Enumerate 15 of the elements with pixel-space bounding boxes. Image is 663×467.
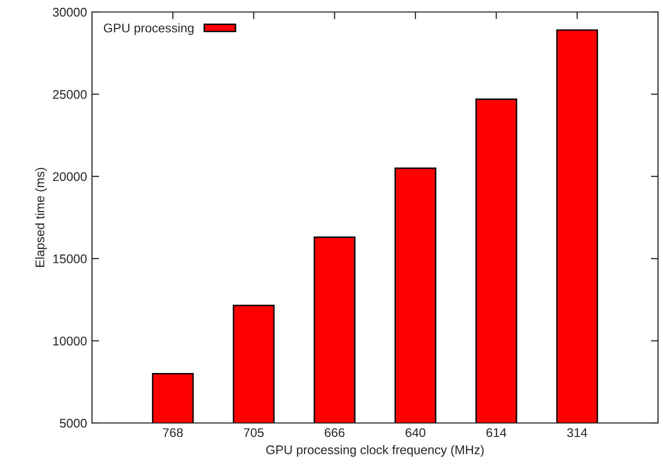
x-tick-label: 640 [406, 428, 426, 438]
y-tick-label: 30000 [52, 8, 87, 17]
y-tick-label: 10000 [53, 336, 87, 346]
y-tick-label: 5000 [60, 418, 87, 428]
y-tick-label: 25000 [53, 90, 87, 99]
y-tick-label: 15000 [53, 254, 87, 264]
x-tick-label: 705 [244, 428, 264, 438]
y-tick-label: 20000 [53, 172, 87, 182]
x-tick-label: 314 [567, 428, 588, 438]
y-axis-title: Elapsed time (ms) [35, 168, 47, 267]
x-tick-label: 614 [486, 428, 506, 438]
legend-label: GPU processing [104, 23, 194, 35]
x-tick-label: 666 [324, 428, 344, 438]
x-axis-title: GPU processing clock frequency (MHz) [266, 445, 484, 457]
x-tick-label: 768 [163, 428, 183, 438]
